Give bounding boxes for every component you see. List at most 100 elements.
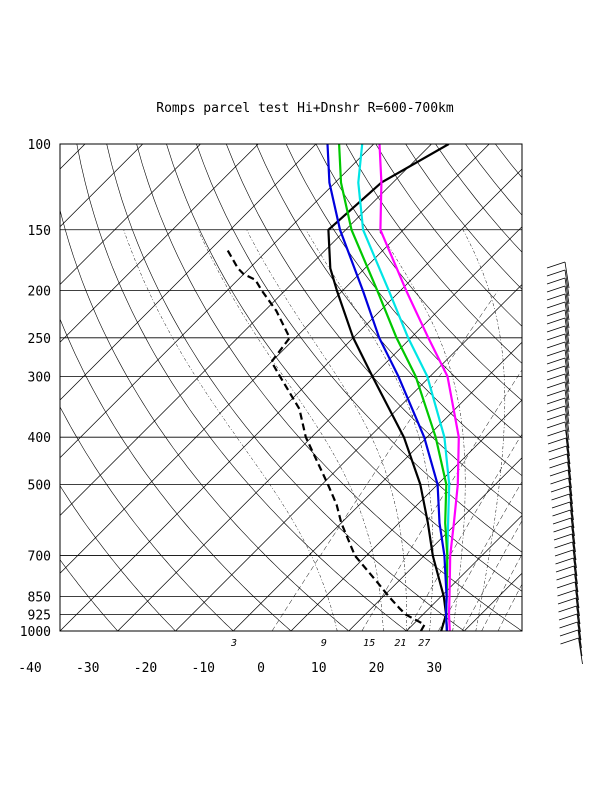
wind-barb-flag xyxy=(546,365,566,373)
pressure-tick-label: 500 xyxy=(28,478,51,493)
dry-adiabat-line xyxy=(60,485,176,631)
plot-frame xyxy=(59,143,523,632)
wind-barb xyxy=(564,397,570,425)
temperature-tick-label: -10 xyxy=(192,661,215,676)
wind-barb-flag xyxy=(546,285,566,293)
wind-barb-flag xyxy=(546,277,566,285)
dry-adiabat-line xyxy=(405,144,522,290)
wind-barb xyxy=(564,277,570,305)
dry-adiabat-line xyxy=(60,559,119,631)
wind-barb-flag xyxy=(546,397,566,405)
wind-barb-flag xyxy=(546,349,566,357)
moist-adiabat-line xyxy=(462,229,506,631)
dry-adiabat-line xyxy=(465,144,522,216)
isotherm-line xyxy=(60,144,374,459)
wind-barb xyxy=(572,549,578,577)
wind-barb-flag xyxy=(546,333,566,341)
sounding-series-line xyxy=(326,144,448,631)
wind-barb-flag xyxy=(555,565,575,573)
mixing-ratio-label: 15 xyxy=(363,638,375,649)
moist-adiabat-line xyxy=(197,229,384,631)
wind-barb-flag xyxy=(553,525,572,533)
wind-barb xyxy=(564,341,570,369)
wind-barb-flag xyxy=(554,549,574,557)
mixing-ratio-line xyxy=(361,369,522,631)
wind-barb-flag xyxy=(546,357,566,365)
wind-barb xyxy=(568,485,574,513)
wind-barb xyxy=(564,317,570,345)
mixing-ratio-line xyxy=(438,481,522,631)
mixing-ratio-line xyxy=(481,553,522,631)
pressure-tick-label: 850 xyxy=(28,591,51,606)
sounding-series-line xyxy=(378,144,460,631)
mixing-ratio-label: 3 xyxy=(230,638,237,649)
wind-barb xyxy=(568,477,573,505)
dry-adiabat-line xyxy=(60,318,292,631)
chart-title: Romps parcel test Hi+Dnshr R=600-700km xyxy=(156,101,454,116)
mixing-ratio-labels: 3 9 15 21 27 xyxy=(230,638,430,649)
isotherm-line xyxy=(60,144,490,574)
wind-barb-flag xyxy=(547,437,567,445)
wind-barb xyxy=(570,509,575,537)
temperature-tick-label: 0 xyxy=(257,661,265,676)
wind-barb-flag xyxy=(546,309,566,317)
dry-adiabat-line xyxy=(375,144,522,327)
wind-barb xyxy=(577,621,582,649)
wind-barb xyxy=(574,581,580,609)
isotherm-line xyxy=(60,168,522,631)
moist-adiabat-line xyxy=(378,229,466,631)
wind-barb xyxy=(569,501,575,529)
wind-barb-flag xyxy=(546,405,566,413)
wind-barb xyxy=(574,573,579,601)
pressure-tick-label: 200 xyxy=(28,285,51,300)
wind-barb-flag xyxy=(546,389,566,397)
pressure-tick-label: 150 xyxy=(28,224,51,239)
wind-barb-flag xyxy=(554,541,573,549)
pressure-tick-label: 250 xyxy=(28,332,51,347)
wind-barb xyxy=(571,525,576,553)
isotherm-line xyxy=(60,144,143,228)
wind-barb-flag xyxy=(560,637,579,645)
temperature-tick-label: 30 xyxy=(426,661,442,676)
wind-barb xyxy=(564,293,570,321)
mixing-ratio-label: 9 xyxy=(321,638,327,649)
wind-barb xyxy=(564,381,570,409)
wind-barb xyxy=(564,421,570,449)
temperature-tick-label: -40 xyxy=(18,661,41,676)
temperature-axis: -40 -30 -20 -10 0 10 20 30 xyxy=(18,661,442,676)
pressure-tick-label: 300 xyxy=(28,370,51,385)
wind-barb xyxy=(564,261,570,289)
isotherm-line xyxy=(60,144,317,401)
sounding-series-line xyxy=(327,144,450,631)
wind-barb-flag xyxy=(546,381,566,389)
pressure-tick-label: 100 xyxy=(28,138,51,153)
mixing-ratio-line xyxy=(497,583,522,631)
wind-barb xyxy=(575,597,581,625)
wind-barb-flag xyxy=(559,629,579,637)
wind-barb xyxy=(575,589,580,617)
dry-adiabat-line xyxy=(166,144,522,592)
isotherm-line xyxy=(233,341,522,631)
wind-barb-flag xyxy=(546,317,566,325)
wind-barb xyxy=(567,461,572,489)
mixing-ratio-label: 27 xyxy=(418,638,430,649)
wind-barb-flag xyxy=(546,421,566,429)
wind-barb xyxy=(576,613,582,641)
wind-barb xyxy=(564,389,570,417)
wind-barb-flag xyxy=(546,261,566,269)
wind-barb-flag xyxy=(556,573,575,581)
wind-barb xyxy=(566,453,572,481)
isotherm-line xyxy=(0,144,27,631)
wind-barb xyxy=(572,541,577,569)
wind-barb xyxy=(577,629,583,657)
wind-barb-flag xyxy=(552,509,571,517)
moist-adiabat-line xyxy=(305,229,434,631)
wind-barb xyxy=(576,605,581,633)
pressure-tick-label: 1000 xyxy=(20,625,51,640)
isotherm-line xyxy=(348,457,522,631)
wind-barb xyxy=(564,309,570,337)
wind-barb-flag xyxy=(549,461,568,469)
isotherm-line xyxy=(464,572,522,631)
wind-barb-flag xyxy=(550,477,569,485)
